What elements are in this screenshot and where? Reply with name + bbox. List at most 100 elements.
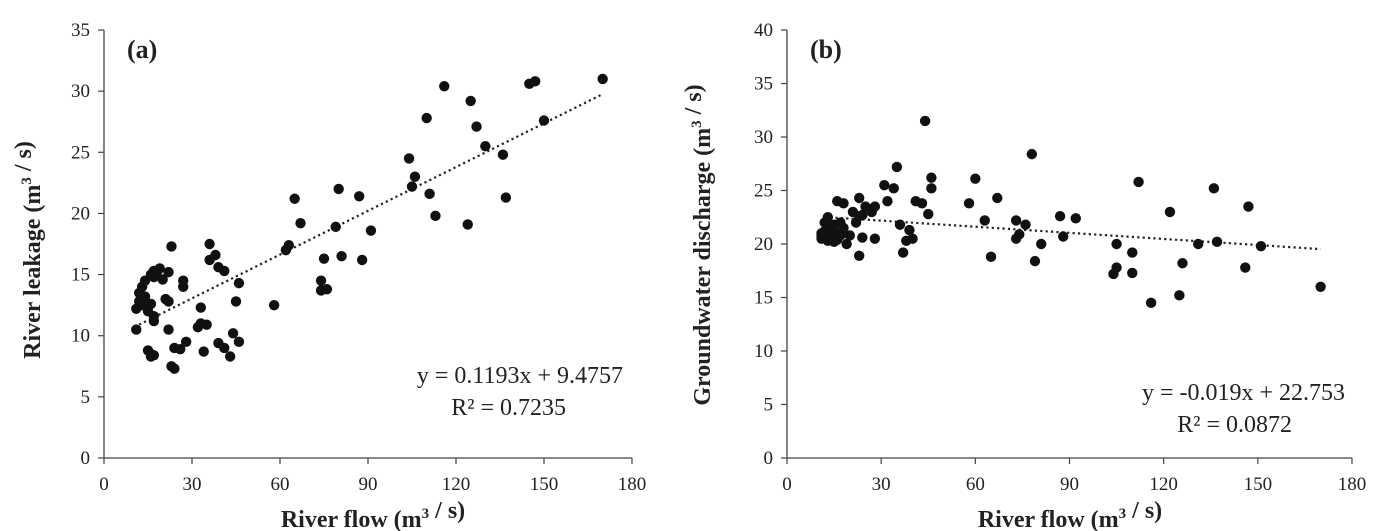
panel-b-y-tick-label: 35 <box>754 74 773 95</box>
panel-a-data-point <box>295 218 306 229</box>
panel-b-data-point <box>1111 262 1122 273</box>
panel-a-data-point <box>227 328 239 339</box>
panel-b-x-axis-title: River flow (m3 / s) <box>978 498 1162 531</box>
panel-a-x-tick-label: 60 <box>271 474 290 495</box>
panel-b-data-point <box>916 198 928 209</box>
panel-a-data-point <box>439 81 450 92</box>
panel-a-y-axis-title: River leakage (m3 / s) <box>11 141 46 359</box>
panel-a-data-point <box>148 350 160 361</box>
panel-a-data-point <box>354 191 365 202</box>
panel-b-data-point <box>979 215 990 226</box>
panel-b-x-tick-label: 60 <box>966 474 985 495</box>
panel-b-data-point <box>1036 238 1047 250</box>
panel-b-y-tick-label: 5 <box>764 395 774 416</box>
panel-b-data-point <box>1054 210 1066 222</box>
panel-b-data-point <box>926 183 937 194</box>
panel-a-data-point <box>233 336 245 348</box>
panel-b-data-point <box>844 230 855 241</box>
panel-a-data-point <box>131 324 142 335</box>
panel-a-data-point <box>321 284 333 295</box>
panel-a-trendline <box>138 93 604 326</box>
panel-b-data-point <box>1133 176 1144 188</box>
panel-a-data-point <box>157 274 168 285</box>
panel-b-x-tick-label: 0 <box>782 474 792 495</box>
panel-a-data-point <box>175 343 186 355</box>
panel-a-data-point <box>315 275 327 286</box>
panel-a-y-tick-label: 5 <box>81 387 91 408</box>
panel-b-data-point <box>838 222 849 234</box>
panel-a-data-point <box>471 121 482 132</box>
panel-a-data-point <box>163 296 174 307</box>
panel-a-data-point <box>163 324 174 335</box>
panel-a-data-point <box>204 238 215 250</box>
panel-b-y-tick-label: 10 <box>754 341 773 362</box>
panel-a-data-point <box>406 181 418 192</box>
panel-a-data-point <box>421 112 432 124</box>
panel-b-equation: y = -0.019x + 22.753 <box>1142 380 1345 406</box>
panel-b-data-point <box>992 192 1003 204</box>
panel-b-data-point <box>1145 297 1157 309</box>
panel-b-x-tick-label: 90 <box>1060 474 1079 495</box>
panel-b-data-point <box>1111 238 1122 250</box>
panel-a-data-point <box>333 183 344 195</box>
panel-b-x-tick-label: 30 <box>872 474 891 495</box>
panel-b-data-point <box>1127 247 1138 258</box>
panel-a-y-tick-label: 20 <box>71 203 90 224</box>
panel-b-r2: R² = 0.0872 <box>1177 412 1292 438</box>
panel-b-data-point <box>822 212 834 223</box>
panel-b-data-point <box>869 201 881 212</box>
panel-b-data-point <box>1010 215 1022 226</box>
panel-b-data-point <box>891 161 903 173</box>
panel-a-data-point <box>403 153 415 164</box>
panel-a-data-point <box>178 275 189 286</box>
panel-a-data-point <box>424 188 435 200</box>
panel-b-data-point <box>853 250 865 261</box>
panel-b-data-point <box>904 224 915 236</box>
panel-b-data-point <box>1026 148 1038 160</box>
panel-b-data-point <box>1174 290 1185 301</box>
panel-a-data-point <box>224 351 236 362</box>
panel-b-data-point <box>838 198 849 209</box>
panel-a-chart: 0 5 10 15 20 25 30 35 0 30 60 90 120 150 180 (a) y = 0… <box>11 20 646 531</box>
panel-a-data-point <box>268 299 280 311</box>
panel-a-data-point <box>538 115 550 126</box>
panel-b-data-point <box>1208 183 1220 194</box>
panel-a-data-point <box>289 193 300 204</box>
panel-a-data-point <box>195 302 206 313</box>
panel-b-data-point <box>894 219 906 230</box>
panel-a-data-point <box>201 319 212 330</box>
panel-b-data-point <box>1211 236 1223 248</box>
panel-a-data-point <box>169 363 180 374</box>
panel-b-y-tick-label: 30 <box>754 127 773 148</box>
panel-a-data-point <box>365 225 377 236</box>
panel-b-x-tick-label: 120 <box>1149 474 1178 495</box>
panel-a-r2: R² = 0.7235 <box>451 395 566 421</box>
panel-a-equation: y = 0.1193x + 9.4757 <box>417 363 623 389</box>
panel-b-data-point <box>857 209 868 221</box>
panel-b-chart: 0 5 10 15 20 25 30 35 40 0 30 60 90 120 150 180 (b) y =… <box>681 20 1366 531</box>
panel-b-data-point <box>1020 219 1031 230</box>
panel-a-data-point <box>198 346 209 357</box>
panel-a-x-tick-label: 120 <box>442 474 471 495</box>
panel-a-data-point <box>210 249 221 261</box>
panel-a-label: (a) <box>127 35 157 64</box>
panel-b-data-point <box>963 198 975 209</box>
panel-b-data-point <box>1164 206 1176 218</box>
panel-b-data-point <box>1177 258 1188 269</box>
panel-b-data-point <box>1315 281 1326 292</box>
panel-b-data-point <box>923 208 934 220</box>
panel-a-data-point <box>163 266 174 278</box>
panel-b-y-tick-label: 40 <box>754 20 773 41</box>
panel-a-x-tick-label: 180 <box>618 474 647 495</box>
panel-a-data-point <box>356 254 368 266</box>
panel-a-x-tick-label: 150 <box>530 474 559 495</box>
panel-a-data-point <box>145 298 157 310</box>
panel-a-y-tick-label: 0 <box>81 448 91 469</box>
panel-a-data-point <box>283 240 294 251</box>
panel-b-data-point <box>919 115 931 127</box>
panel-b-label: (b) <box>810 35 842 64</box>
panel-b-data-point <box>897 247 909 258</box>
panel-b-data-point <box>1029 255 1041 267</box>
panel-a-y-tick-label: 15 <box>71 265 90 286</box>
